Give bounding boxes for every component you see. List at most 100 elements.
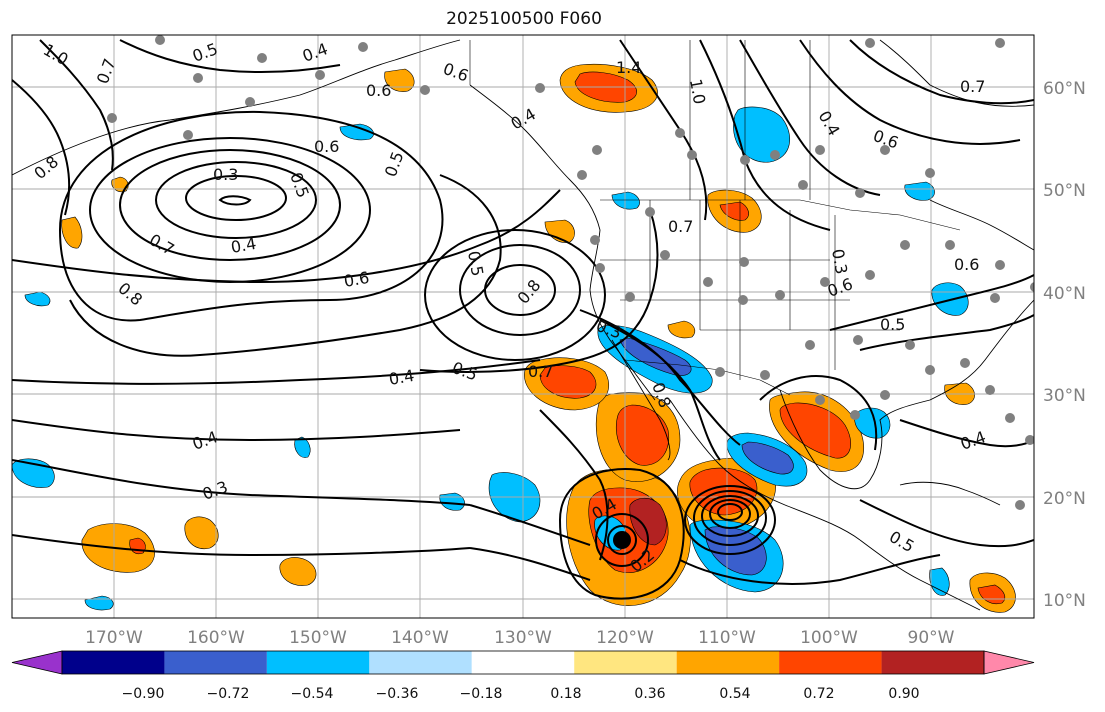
contour-cutoff-1 <box>484 264 556 316</box>
station-dot <box>740 155 750 165</box>
colorbar-tick-label: 0.18 <box>550 686 581 702</box>
shade-cold-gulfcoast <box>854 407 891 439</box>
coastlines <box>12 39 1034 611</box>
contour-hurricane-5 <box>684 485 776 555</box>
station-dot <box>193 73 203 83</box>
contour-tropical-2 <box>469 547 591 581</box>
lon-label: 130°W <box>494 628 552 648</box>
shade-warm-wp2 <box>184 516 219 550</box>
colorbar-cell <box>574 651 677 674</box>
contour-hurricane-3 <box>701 495 759 537</box>
contour-label: 0.3 <box>213 165 238 184</box>
contour-np-low-3 <box>119 149 341 261</box>
station-dot <box>245 97 255 107</box>
shade-warm-offshore-core <box>539 365 597 399</box>
station-dot <box>925 365 935 375</box>
colorbar-cell <box>471 651 575 674</box>
station-dot <box>960 358 970 368</box>
contour-gulf-1 <box>759 375 878 451</box>
station-dot <box>880 390 890 400</box>
station-dot <box>798 180 808 190</box>
station-dot <box>592 145 602 155</box>
station-dot <box>1025 435 1034 445</box>
border-states-2 <box>600 259 900 331</box>
colorbar-cell <box>881 651 984 674</box>
contour-hurricane-1 <box>717 503 743 521</box>
contour-lines <box>12 39 1034 600</box>
station-dot <box>703 277 713 287</box>
station-dot <box>257 53 267 63</box>
colorbar-cells <box>11 650 1035 675</box>
lon-label: 90°W <box>908 628 955 648</box>
storm-center-marker <box>613 531 631 549</box>
station-dot <box>739 257 749 267</box>
contour-storm-3 <box>558 468 685 600</box>
colorbar-cell <box>676 651 780 674</box>
border-states-1 <box>649 200 836 380</box>
contour-ridge-4 <box>12 459 471 506</box>
contour-ridge-3 <box>12 419 461 442</box>
colorbar-cell <box>266 651 370 674</box>
contour-east-3 <box>899 419 1034 448</box>
colorbar-tick-label: −0.54 <box>291 686 334 702</box>
contour-label: 1.0 <box>686 77 709 105</box>
colorbar-tick-label: 0.54 <box>719 686 750 702</box>
shade-warm-tropical-max <box>629 497 667 546</box>
contour-label: 0.4 <box>387 366 415 389</box>
station-dot <box>107 113 117 123</box>
lon-label: 150°W <box>289 628 347 648</box>
contour-np-low-5 <box>58 110 444 322</box>
station-dot <box>850 410 860 420</box>
contour-storm-2 <box>595 513 649 567</box>
contour-label: 1.4 <box>616 58 641 77</box>
lon-label: 100°W <box>800 628 858 648</box>
station-dot <box>775 290 785 300</box>
station-dot <box>738 295 748 305</box>
lat-label: 50°N <box>1043 181 1086 201</box>
shade-warm-wp3 <box>279 557 317 586</box>
coastline-cuba <box>899 481 1001 506</box>
coastline-alaska <box>12 39 461 176</box>
contour-ridge-2 <box>12 359 541 385</box>
lon-label: 120°W <box>596 628 654 648</box>
contour-label: 0.7 <box>528 362 553 381</box>
shade-warm-coast <box>667 320 696 339</box>
station-dot <box>865 270 875 280</box>
station-dot <box>315 70 325 80</box>
station-dot <box>625 292 635 302</box>
contour-cutoff-2 <box>459 244 581 336</box>
figure-title: 2025100500 F060 <box>446 9 602 29</box>
station-dot <box>660 250 670 260</box>
station-dot <box>905 340 915 350</box>
contour-np-inner <box>218 195 252 206</box>
station-dot <box>760 370 770 380</box>
contour-label: 0.5 <box>880 315 905 334</box>
shade-warm-wp5 <box>111 176 129 193</box>
contour-np-low-1 <box>185 175 287 221</box>
contour-label: 0.6 <box>342 268 370 291</box>
contour-label: 0.7 <box>668 217 693 236</box>
contour-north-4 <box>849 39 1034 105</box>
contour-north-2 <box>739 39 881 196</box>
station-dot <box>990 293 1000 303</box>
coastline-east-us <box>929 299 1034 401</box>
lat-label: 10°N <box>1043 591 1086 611</box>
coastline-hudson <box>879 39 1034 107</box>
station-dot <box>590 235 600 245</box>
station-dot <box>1030 282 1034 292</box>
station-dot <box>770 150 780 160</box>
shade-cold-wp3 <box>339 123 374 141</box>
colorbar-tick-label: 0.90 <box>888 686 919 702</box>
station-dot <box>1015 500 1025 510</box>
station-dot <box>645 207 655 217</box>
colorbar-tick-label: −0.72 <box>207 686 250 702</box>
coastline-mexico-pacific <box>669 399 861 541</box>
station-dot <box>865 38 875 48</box>
lon-label: 140°W <box>391 628 449 648</box>
contour-east-1 <box>829 274 1034 331</box>
contour-hurricane-2 <box>709 499 751 529</box>
shade-warm-wp6 <box>384 68 415 92</box>
contour-hurricane-4 <box>693 490 767 546</box>
contour-mexico-2 <box>579 309 741 446</box>
contour-tropical-1 <box>469 504 591 546</box>
